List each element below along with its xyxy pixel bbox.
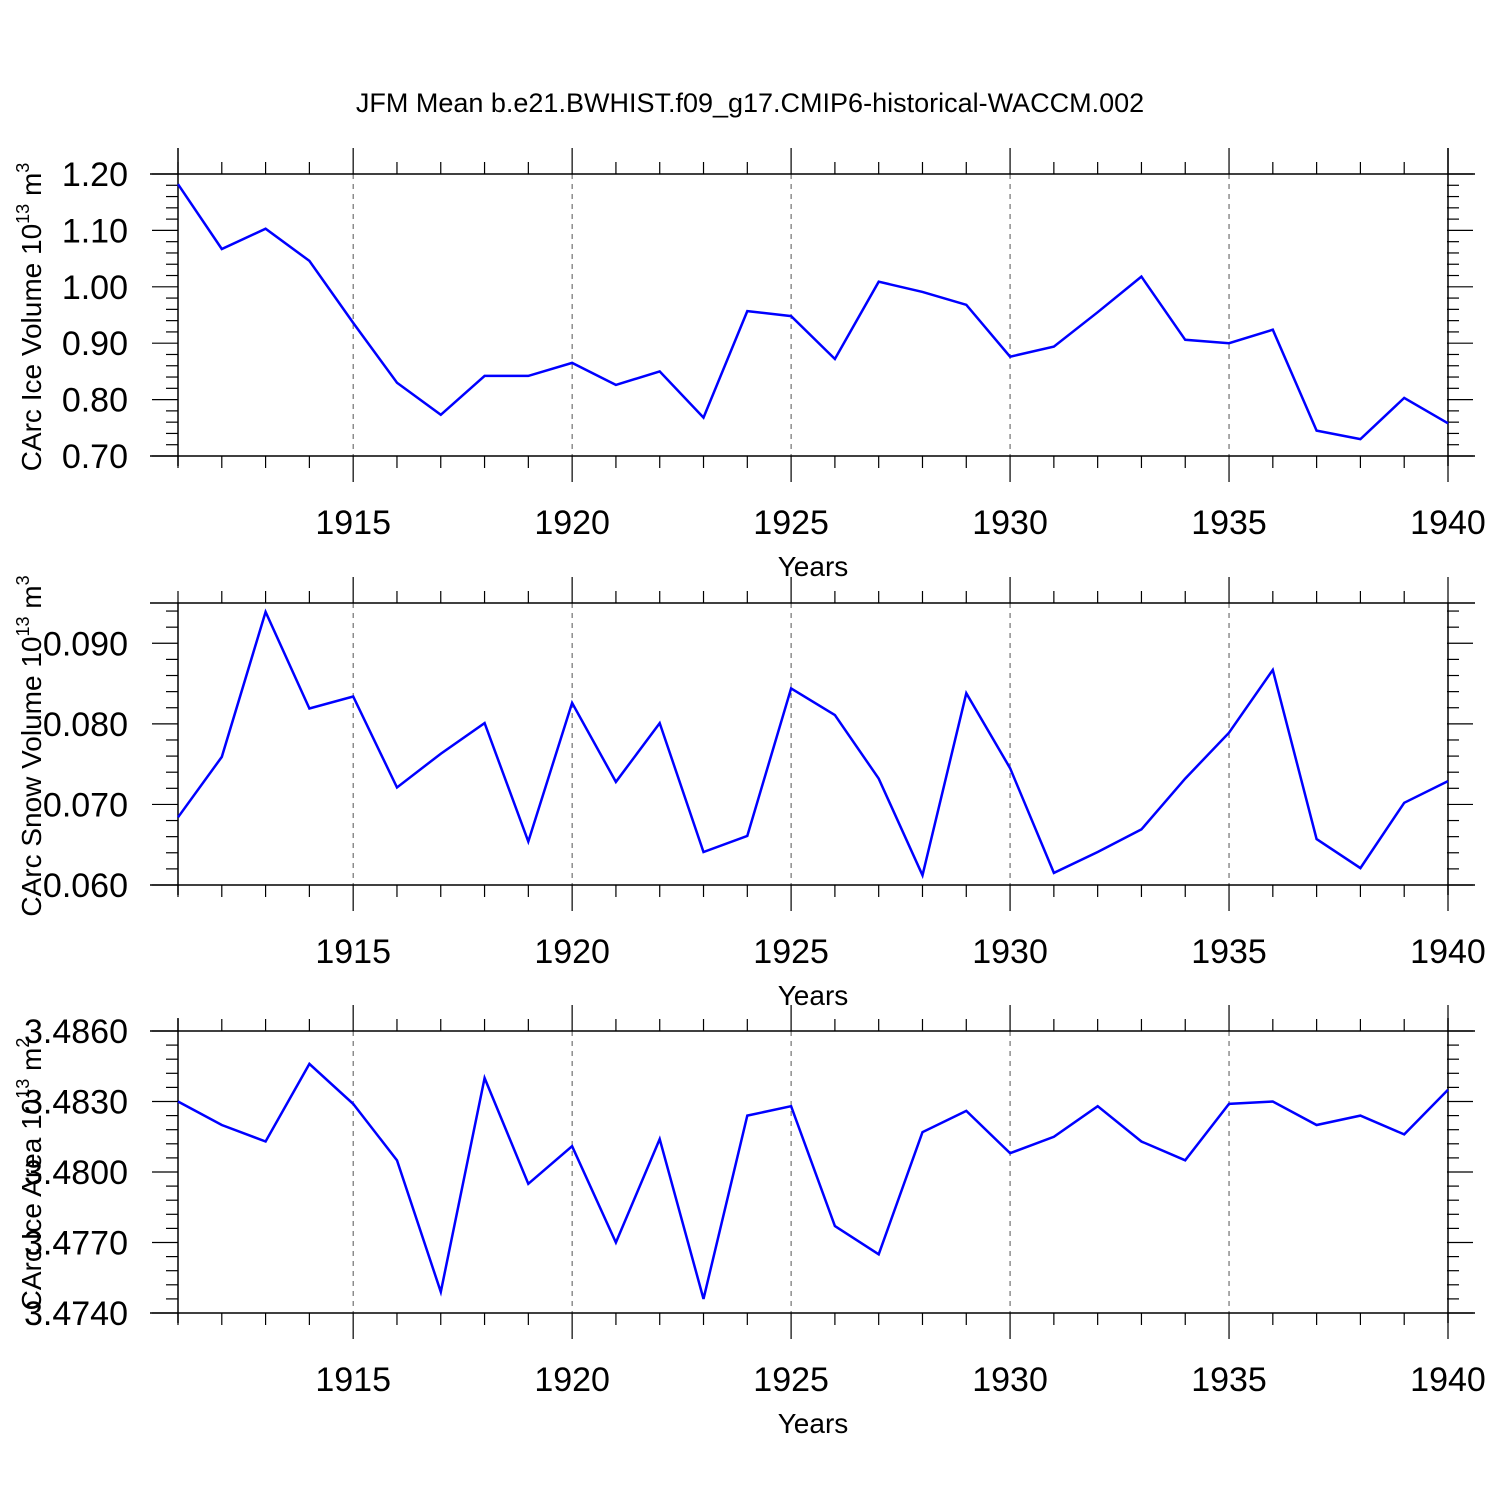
x-tick-label: 1930 bbox=[972, 933, 1048, 971]
x-axis-label: Years bbox=[778, 980, 849, 1011]
x-tick-label: 1925 bbox=[753, 1361, 829, 1399]
series-line bbox=[177, 1061, 1449, 1300]
x-tick-label: 1930 bbox=[972, 504, 1048, 542]
y-axis-label: CArc Ice Volume 1013 m3 bbox=[13, 163, 47, 472]
y-tick-label: 0.80 bbox=[62, 382, 128, 420]
y-axis-label-unit-exponent: 3 bbox=[13, 575, 33, 585]
figure-title: JFM Mean b.e21.BWHIST.f09_g17.CMIP6-hist… bbox=[356, 88, 1144, 118]
y-tick-label: 0.070 bbox=[43, 786, 128, 824]
x-axis-label: Years bbox=[778, 1408, 849, 1439]
y-axis-label-text: CArc Snow Volume 10 bbox=[16, 637, 47, 917]
y-tick-label: 1.00 bbox=[62, 269, 128, 307]
y-axis-label-unit: m bbox=[16, 1048, 47, 1079]
x-tick-label: 1915 bbox=[315, 504, 391, 542]
y-axis-label-exponent: 13 bbox=[13, 204, 33, 224]
x-tick-label: 1920 bbox=[534, 1361, 610, 1399]
x-tick-label: 1935 bbox=[1191, 1361, 1267, 1399]
series-line bbox=[176, 183, 1449, 441]
series-line bbox=[176, 608, 1449, 880]
y-axis-label: CArc Ice Area 1013 m2 bbox=[13, 1038, 47, 1311]
x-tick-label: 1935 bbox=[1191, 933, 1267, 971]
y-tick-label: 3.4860 bbox=[24, 1013, 128, 1051]
y-axis-label-text: CArc Ice Area 10 bbox=[16, 1099, 47, 1311]
x-tick-label: 1935 bbox=[1191, 504, 1267, 542]
x-tick-label: 1940 bbox=[1410, 933, 1486, 971]
x-tick-label: 1915 bbox=[315, 1361, 391, 1399]
x-axis-label: Years bbox=[778, 551, 849, 582]
y-tick-label: 0.70 bbox=[62, 438, 128, 476]
x-tick-label: 1940 bbox=[1410, 1361, 1486, 1399]
x-tick-label: 1940 bbox=[1410, 504, 1486, 542]
y-tick-label: 3.4800 bbox=[24, 1154, 128, 1192]
y-tick-label: 3.4830 bbox=[24, 1084, 128, 1122]
y-axis-label-unit-exponent: 3 bbox=[13, 163, 33, 173]
y-tick-label: 3.4770 bbox=[24, 1225, 128, 1263]
y-axis-label-unit: m bbox=[16, 585, 47, 616]
y-tick-label: 3.4740 bbox=[24, 1295, 128, 1333]
x-tick-label: 1925 bbox=[753, 933, 829, 971]
y-tick-label: 0.090 bbox=[43, 625, 128, 663]
y-axis-label-unit-exponent: 2 bbox=[13, 1038, 33, 1048]
x-tick-label: 1920 bbox=[534, 933, 610, 971]
x-tick-label: 1930 bbox=[972, 1361, 1048, 1399]
y-axis-label: CArc Snow Volume 1013 m3 bbox=[13, 575, 47, 916]
y-axis-label-unit: m bbox=[16, 173, 47, 204]
x-tick-label: 1915 bbox=[315, 933, 391, 971]
y-axis-label-exponent: 13 bbox=[13, 616, 33, 636]
y-tick-label: 1.10 bbox=[62, 212, 128, 250]
y-tick-label: 0.060 bbox=[43, 867, 128, 905]
y-axis-label-text: CArc Ice Volume 10 bbox=[16, 224, 47, 471]
panel-2: 1915 1920 1925 1930 1935 1940 0.060 0.070 0.080 0… bbox=[13, 575, 1486, 1011]
panel-3: 1915 1920 1925 1930 1935 1940 3.4740 3.4770 3.48… bbox=[13, 1005, 1486, 1439]
y-tick-label: 0.90 bbox=[62, 325, 128, 363]
x-tick-label: 1920 bbox=[534, 504, 610, 542]
y-tick-label: 1.20 bbox=[62, 156, 128, 194]
panel-1: 1915 1920 1925 1930 1935 1940 0.70 0.80 0.90 1.00… bbox=[13, 148, 1486, 582]
y-tick-label: 0.080 bbox=[43, 706, 128, 744]
y-axis-label-exponent: 13 bbox=[13, 1079, 33, 1099]
x-tick-label: 1925 bbox=[753, 504, 829, 542]
